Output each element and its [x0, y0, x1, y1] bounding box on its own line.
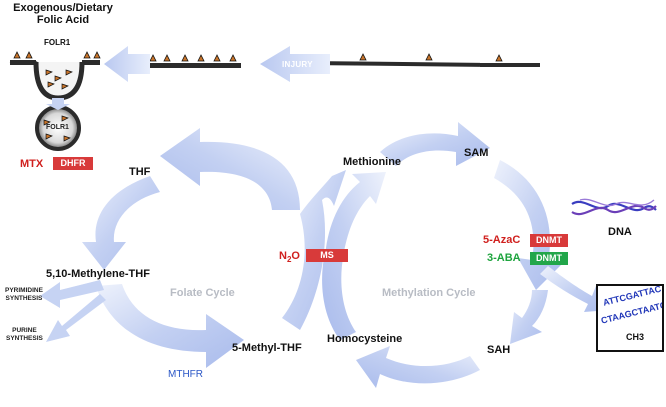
dnmt-box-1: DNMT — [530, 234, 568, 247]
purine-synthesis-label: PURINE SYNTHESIS — [6, 327, 43, 343]
aba-inhibitor-label: 3-ABA — [487, 252, 521, 264]
methylation-cycle-label: Methylation Cycle — [382, 287, 476, 299]
purine-line-1: PURINE — [12, 327, 37, 334]
methyl-thf-label: 5-Methyl-THF — [232, 342, 302, 354]
folr1-vesicle-label: FOLR1 — [46, 124, 69, 131]
ch3-methyl-label: CH3 — [626, 332, 645, 342]
dnmt-box-2: DNMT — [530, 252, 568, 265]
purine-arrow — [46, 294, 106, 342]
sam-label: SAM — [464, 147, 489, 159]
title-line-1: Exogenous/Dietary — [13, 2, 113, 14]
n2o-base: N — [279, 250, 287, 262]
pyrimidine-synthesis-label: PYRIMIDINE SYNTHESIS — [5, 287, 43, 303]
methylated-dna-box: ATTCGATTAC CTAAGCTAATG CH3 — [596, 284, 664, 352]
n2o-tail: O — [291, 250, 300, 262]
dna-label: DNA — [608, 226, 632, 238]
n2o-inhibitor-label: N2O — [279, 250, 300, 264]
azac-inhibitor-label: 5-AzaC — [483, 234, 521, 246]
thf-label: THF — [129, 166, 151, 178]
injury-label: INJURY — [282, 60, 313, 69]
folate-cycle-label: Folate Cycle — [170, 287, 235, 299]
dhfr-enzyme-box: DHFR — [53, 157, 93, 170]
homocysteine-label: Homocysteine — [327, 333, 403, 345]
mtx-inhibitor-label: MTX — [20, 158, 44, 170]
methionine-label: Methionine — [343, 156, 402, 168]
folr1-vesicle — [35, 105, 81, 151]
endocytosis-arrow — [46, 98, 70, 110]
pyrimidine-arrow — [40, 280, 104, 308]
pyrimidine-line-2: SYNTHESIS — [5, 295, 43, 302]
methylene-thf-label: 5,10-Methylene-THF — [46, 268, 150, 280]
folate-cycle-ring — [82, 128, 346, 368]
title-line-2: Folic Acid — [36, 14, 90, 26]
ms-enzyme-box: MS — [306, 249, 348, 262]
sah-label: SAH — [487, 344, 511, 356]
diagram-title: Exogenous/Dietary Folic Acid — [4, 2, 122, 26]
cell-membrane — [9, 60, 540, 68]
purine-line-2: SYNTHESIS — [6, 335, 43, 342]
endocytic-pit — [33, 61, 85, 101]
mthfr-enzyme-label: MTHFR — [168, 369, 203, 380]
n2o-subscript: 2 — [286, 255, 292, 265]
injury-arrow — [260, 46, 330, 82]
folr1-receptor-proteins — [13, 51, 503, 62]
uptake-arrow — [104, 46, 150, 82]
pyrimidine-line-1: PYRIMIDINE — [5, 287, 43, 294]
dna-helix-icon — [571, 198, 657, 216]
folr1-receptor-label: FOLR1 — [44, 38, 71, 47]
